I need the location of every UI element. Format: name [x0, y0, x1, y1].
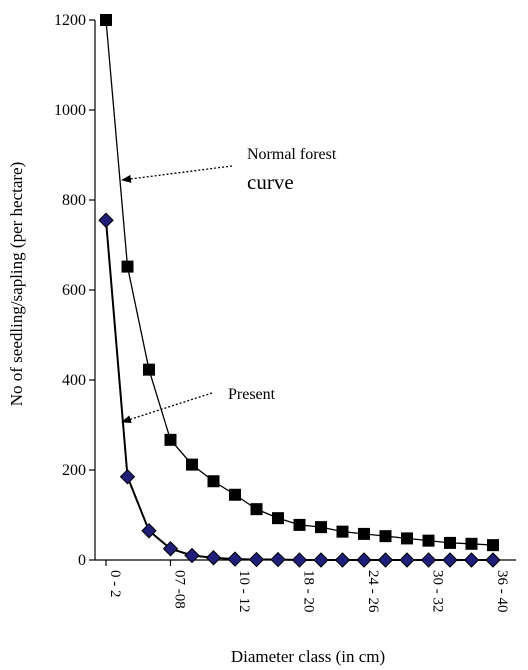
series-square-line	[105, 19, 494, 546]
data-point-diamond	[485, 552, 501, 568]
data-point-square	[186, 458, 198, 471]
data-point-square	[358, 527, 370, 540]
series-diamond-line	[105, 220, 493, 561]
x-tick-label: 24 - 26	[365, 570, 381, 613]
data-point-diamond	[463, 552, 480, 568]
annotation-layer: Normal forest curve Present	[121, 146, 337, 424]
y-tick-label: 200	[62, 462, 86, 479]
data-point-square	[272, 512, 284, 525]
y-tick-label: 400	[62, 372, 86, 389]
annotation-arrow-normal-forest	[121, 165, 233, 183]
data-point-diamond	[313, 552, 329, 568]
y-tick-label: 1200	[54, 12, 86, 29]
data-point-diamond	[248, 551, 265, 568]
data-point-diamond	[420, 552, 437, 568]
data-point-diamond	[377, 552, 394, 568]
data-point-diamond	[205, 550, 222, 566]
data-point-diamond	[98, 212, 114, 228]
x-tick-label: 30 - 32	[430, 570, 446, 613]
data-point-square	[100, 14, 112, 26]
x-tick-label: 36 - 40	[494, 570, 510, 613]
data-point-square	[229, 488, 241, 501]
annotation-arrow-present	[121, 392, 213, 424]
data-point-diamond	[399, 552, 415, 568]
y-axis-title: No of seedling/sapling (per hectare)	[7, 162, 26, 407]
data-point-square	[315, 521, 327, 534]
data-point-square	[444, 536, 456, 549]
data-point-square	[164, 433, 177, 446]
x-tick-label: 07 -08	[172, 570, 188, 609]
annotation-normal-forest-line1: Normal forest	[247, 146, 337, 163]
data-point-diamond	[270, 551, 286, 568]
data-point-diamond	[119, 469, 136, 485]
y-tick-label: 1000	[54, 102, 86, 119]
data-point-diamond	[334, 552, 351, 568]
series-layer	[98, 14, 501, 568]
y-axis: 0 200 400 600 800 1000 1200	[54, 12, 96, 569]
y-tick-label: 600	[62, 282, 86, 299]
x-axis: 0 - 2 07 -08 10 - 12 18 - 20 24 - 26 30 - 32 3…	[95, 559, 516, 613]
data-point-square	[422, 534, 435, 547]
data-point-diamond	[184, 547, 200, 564]
x-tick-label: 0 - 2	[107, 570, 123, 598]
data-point-square	[250, 503, 263, 516]
data-point-square	[487, 539, 499, 552]
x-tick-label: 10 - 12	[236, 570, 252, 613]
annotation-normal-forest-line2: curve	[247, 170, 294, 194]
x-axis-title: Diameter class (in cm)	[231, 647, 385, 666]
y-tick-label: 0	[78, 552, 86, 569]
data-point-diamond	[291, 552, 308, 568]
data-point-diamond	[141, 523, 157, 539]
annotation-present: Present	[228, 386, 276, 403]
data-point-square	[293, 518, 306, 531]
data-point-diamond	[162, 541, 179, 557]
data-point-square	[401, 532, 413, 545]
data-point-diamond	[442, 552, 458, 568]
data-point-square	[379, 530, 392, 543]
data-point-square	[143, 363, 155, 376]
x-tick-label: 18 - 20	[301, 570, 317, 613]
data-point-square	[121, 260, 134, 273]
data-point-square	[465, 537, 478, 550]
data-point-diamond	[356, 552, 372, 568]
data-point-diamond	[227, 551, 243, 567]
y-tick-label: 800	[62, 192, 86, 209]
data-point-square	[207, 475, 220, 488]
data-point-square	[336, 525, 349, 538]
